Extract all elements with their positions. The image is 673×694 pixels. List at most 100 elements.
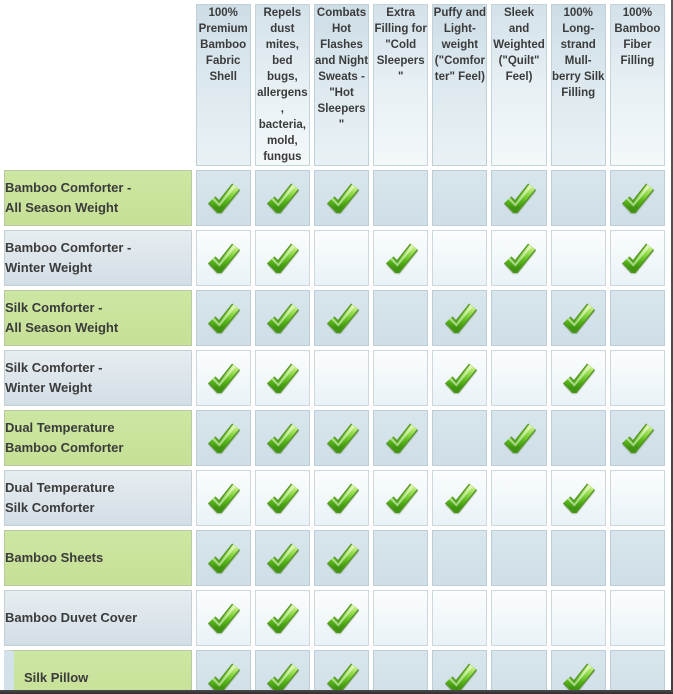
check-cell (254, 410, 310, 466)
column-header: Combats Hot Flashes and Night Sweats - "… (313, 4, 370, 166)
check-cell (254, 170, 310, 226)
table-row: Silk Pillow (4, 650, 665, 694)
empty-cell (432, 530, 488, 586)
empty-cell (550, 530, 606, 586)
green-check-icon (206, 243, 240, 273)
column-header: Extra Filling for "Cold Sleepers" (373, 4, 429, 166)
green-check-icon (206, 303, 240, 333)
empty-cell (609, 530, 665, 586)
empty-cell (550, 590, 606, 646)
green-check-icon (206, 363, 240, 393)
green-check-icon (265, 543, 299, 573)
row-label: Silk Pillow (4, 650, 192, 694)
check-cell (609, 170, 665, 226)
empty-cell (491, 530, 547, 586)
check-cell (313, 290, 370, 346)
check-cell (254, 290, 310, 346)
right-edge-border (671, 0, 673, 694)
row-label: Bamboo Comforter - Winter Weight (4, 230, 192, 286)
green-check-icon (620, 183, 654, 213)
table-row: Silk Comforter - Winter Weight (4, 350, 665, 406)
green-check-icon (443, 363, 477, 393)
check-cell (550, 290, 606, 346)
bottom-edge-border (0, 690, 673, 694)
green-check-icon (561, 303, 595, 333)
green-check-icon (443, 663, 477, 693)
column-header: 100% Premium Bamboo Fabric Shell (195, 4, 251, 166)
check-cell (254, 650, 310, 694)
empty-cell (432, 230, 488, 286)
empty-cell (609, 290, 665, 346)
empty-cell (432, 410, 488, 466)
check-cell (432, 470, 488, 526)
check-cell (195, 470, 251, 526)
green-check-icon (206, 183, 240, 213)
row-label: Bamboo Duvet Cover (4, 590, 192, 646)
empty-cell (609, 350, 665, 406)
check-cell (491, 170, 547, 226)
check-cell (195, 590, 251, 646)
table-row: Dual Temperature Silk Comforter (4, 470, 665, 526)
row-label: Silk Comforter - Winter Weight (4, 350, 192, 406)
green-check-icon (620, 243, 654, 273)
row-label: Silk Comforter - All Season Weight (4, 290, 192, 346)
green-check-icon (206, 423, 240, 453)
green-check-icon (206, 543, 240, 573)
green-check-icon (502, 243, 536, 273)
empty-cell (491, 650, 547, 694)
check-cell (550, 650, 606, 694)
green-check-icon (620, 423, 654, 453)
table-row: Bamboo Sheets (4, 530, 665, 586)
empty-cell (313, 230, 370, 286)
column-header: Puffy and Light- weight ("Comfor ter" Fe… (432, 4, 488, 166)
green-check-icon (265, 303, 299, 333)
row-label: Bamboo Comforter - All Season Weight (4, 170, 192, 226)
empty-cell (432, 590, 488, 646)
empty-cell (609, 590, 665, 646)
table-row: Bamboo Duvet Cover (4, 590, 665, 646)
check-cell (254, 230, 310, 286)
green-check-icon (265, 243, 299, 273)
check-cell (195, 650, 251, 694)
table-row: Silk Comforter - All Season Weight (4, 290, 665, 346)
check-cell (313, 470, 370, 526)
green-check-icon (265, 423, 299, 453)
check-cell (432, 290, 488, 346)
column-header: 100% Bamboo Fiber Filling (609, 4, 665, 166)
empty-cell (491, 350, 547, 406)
check-cell (491, 230, 547, 286)
check-cell (313, 410, 370, 466)
check-cell (609, 410, 665, 466)
green-check-icon (502, 183, 536, 213)
check-cell (432, 650, 488, 694)
check-cell (373, 230, 429, 286)
table-body: Bamboo Comforter - All Season Weight Bamb… (4, 170, 665, 694)
check-cell (195, 170, 251, 226)
empty-cell (550, 410, 606, 466)
check-cell (254, 470, 310, 526)
green-check-icon (325, 603, 359, 633)
empty-cell (373, 350, 429, 406)
green-check-icon (561, 483, 595, 513)
header-row: 100% Premium Bamboo Fabric Shell Repels d… (4, 4, 665, 166)
empty-cell (373, 530, 429, 586)
column-header: Repels dust mites, bed bugs, allergens, … (254, 4, 310, 166)
empty-cell (373, 650, 429, 694)
green-check-icon (265, 663, 299, 693)
green-check-icon (206, 603, 240, 633)
check-cell (195, 290, 251, 346)
row-label: Dual Temperature Silk Comforter (4, 470, 192, 526)
empty-cell (373, 170, 429, 226)
check-cell (254, 590, 310, 646)
column-header: 100% Long- strand Mull- berry Silk Filli… (550, 4, 606, 166)
empty-cell (550, 230, 606, 286)
green-check-icon (443, 483, 477, 513)
check-cell (254, 530, 310, 586)
table-header: 100% Premium Bamboo Fabric Shell Repels d… (4, 4, 665, 166)
check-cell (313, 590, 370, 646)
empty-cell (491, 590, 547, 646)
green-check-icon (561, 363, 595, 393)
green-check-icon (325, 543, 359, 573)
